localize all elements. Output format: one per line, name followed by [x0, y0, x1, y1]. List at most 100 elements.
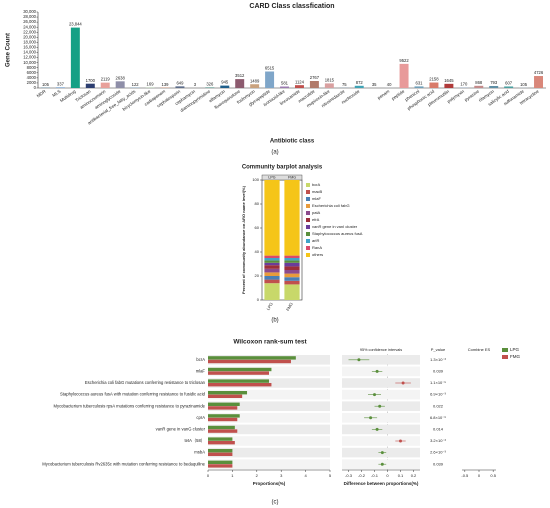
y-axis-label: Percent of community abundance on ARO na… [241, 185, 246, 294]
ci-x-tick-label: 0.1 [398, 473, 404, 478]
value-label: 6515 [265, 66, 275, 71]
legend-swatch [306, 218, 310, 222]
y-tick-label: 14,000 [23, 50, 36, 55]
ci-x-tick-label: -0.2 [358, 473, 366, 478]
row-label: Escherichia coli fabG mutations conferri… [85, 380, 206, 385]
legend-swatch [306, 246, 310, 250]
bar [208, 402, 240, 406]
value-label: 169 [147, 82, 155, 87]
bar [399, 63, 409, 88]
y-tick-label: 28,000 [23, 14, 36, 19]
y-tick-label: 10,000 [23, 60, 36, 65]
es-x-tick-label: -0.5 [461, 473, 469, 478]
strip-b [261, 174, 303, 181]
value-label: 945 [221, 80, 229, 85]
bar [504, 86, 514, 88]
bar [280, 86, 290, 88]
p-title: P_value [431, 347, 446, 352]
x-tick-label: 3 [280, 473, 283, 478]
legend-swatch [306, 204, 310, 208]
row-band [208, 436, 330, 446]
row-band [208, 424, 330, 435]
value-label: 35 [372, 82, 377, 87]
row-label: mlaF [196, 369, 206, 374]
y-tick-label: 22,000 [23, 29, 36, 34]
value-label: 1489 [250, 78, 260, 83]
bar-segment [284, 266, 300, 270]
value-label: 170 [460, 82, 468, 87]
legend-label: efrA [312, 217, 320, 222]
bar [55, 87, 65, 88]
value-label: 3512 [235, 73, 245, 78]
value-label: 1124 [295, 79, 305, 84]
bar-segment [284, 262, 300, 267]
value-label: 4726 [534, 70, 544, 75]
value-label: 3 [194, 82, 197, 87]
row-band [208, 447, 330, 458]
y-tick-label: 16,000 [23, 45, 36, 50]
ci-point [399, 439, 402, 443]
value-label: 105 [42, 82, 50, 87]
ci-point [378, 404, 382, 408]
bar [489, 85, 499, 88]
bar-segment [284, 277, 300, 281]
value-label: 122 [132, 82, 140, 87]
bar [208, 406, 238, 410]
caption: (c) [272, 500, 279, 506]
ci-x-tick-label: -0.3 [345, 473, 353, 478]
bar-segment [264, 265, 280, 269]
legend-label: LPG [510, 347, 520, 352]
y-tick-label: 2000 [27, 80, 37, 85]
row-label: Staphylococcus aureus fusA with mutation… [60, 392, 206, 397]
bar [250, 84, 260, 88]
bar-segment [284, 258, 300, 261]
legend-swatch [306, 197, 310, 201]
y-tick-label: 4000 [27, 75, 37, 80]
legend-swatch [306, 211, 310, 215]
legend-label: Staphylococcus aureus fusA [312, 231, 363, 236]
x-tick-label: FMG [285, 302, 294, 312]
bar [309, 80, 319, 88]
value-label: 872 [356, 80, 364, 85]
ci-point [369, 416, 373, 420]
es-x-tick-label: 0 [478, 473, 481, 478]
ci-title: 95% confidence intervals [360, 348, 402, 352]
p-value: 1.3×10⁻³ [430, 357, 446, 362]
bar [208, 429, 238, 433]
bar [208, 379, 269, 383]
bar [208, 437, 233, 441]
value-label: 793 [490, 80, 498, 85]
value-label: 2638 [116, 75, 126, 80]
p-value: 1.1×10⁻⁵ [430, 380, 446, 385]
p-value: 2.6×10⁻³ [430, 450, 446, 455]
ci-point [375, 369, 379, 373]
x-axis-label: Proportions(%) [253, 481, 286, 486]
ci-row-band [342, 436, 420, 446]
bar [208, 367, 272, 372]
bar [294, 85, 304, 88]
legend-swatch [306, 232, 310, 236]
bar [324, 83, 334, 88]
bar [429, 82, 439, 88]
y-tick-label: 8000 [27, 65, 37, 70]
bar [208, 371, 269, 375]
bar-segment [264, 268, 280, 273]
legend-label: others [312, 252, 323, 257]
legend-label: macB [312, 189, 323, 194]
legend-label: Escherichia coli fabG [312, 203, 350, 208]
bar-segment [264, 255, 280, 258]
bar-segment [264, 180, 280, 256]
value-label: 2119 [101, 77, 111, 82]
legend-swatch [306, 225, 310, 229]
bar [208, 449, 233, 453]
x-tick-label: penam [376, 88, 390, 100]
y-tick-label: 18,000 [23, 40, 36, 45]
bar [208, 391, 248, 395]
bar [100, 82, 110, 88]
row-band [208, 401, 330, 411]
row-label: cprA [196, 415, 205, 420]
value-label: 23,844 [69, 22, 82, 27]
value-label: 581 [281, 81, 289, 86]
value-label: 2158 [429, 77, 439, 82]
